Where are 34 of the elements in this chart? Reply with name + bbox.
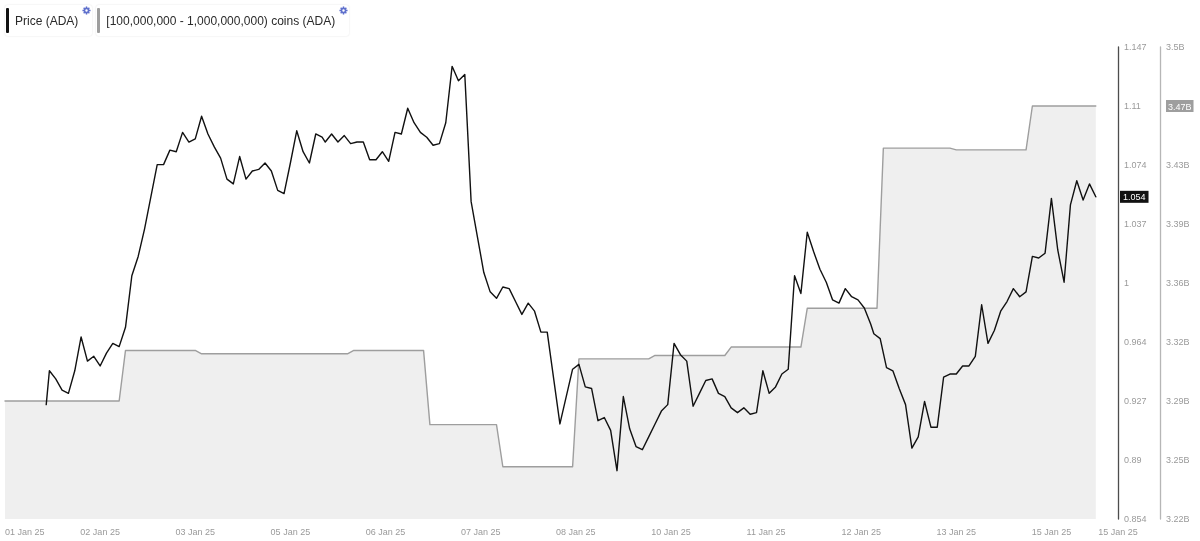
y-tick-label: 0.89 xyxy=(1124,455,1142,466)
y-tick-label: 0.854 xyxy=(1124,514,1147,524)
y-tick-label: 0.927 xyxy=(1124,395,1147,406)
annotation: 1.054 xyxy=(1123,191,1146,202)
x-tick-label: 02 Jan 25 xyxy=(80,526,120,537)
x-tick-label: 13 Jan 25 xyxy=(936,526,977,537)
y2-tick-label: 3.32B xyxy=(1166,337,1190,347)
x-tick-label: 07 Jan 25 xyxy=(460,526,501,537)
x-tick-label: 03 Jan 25 xyxy=(175,526,216,537)
y2-tick-label: 3.29B xyxy=(1166,396,1190,406)
y-tick-label: 1.037 xyxy=(1124,219,1147,230)
legend-label: [100,000,000 - 1,000,000,000) coins (ADA) xyxy=(106,13,336,28)
y-tick-label: 1.147 xyxy=(1124,42,1147,52)
y2-tick-label: 3.47B xyxy=(1168,101,1192,112)
x-tick-label: 15 Jan 25 xyxy=(1031,526,1072,537)
y-tick-label: 1.074 xyxy=(1124,159,1147,170)
y2-tick-label: 3.39B xyxy=(1166,219,1190,229)
y2-tick-label: 3.36B xyxy=(1166,278,1190,288)
y-tick-label: 1 xyxy=(1124,278,1130,288)
x-tick-label: 15 Jan 25 xyxy=(1098,526,1138,537)
y-tick-label: 0.964 xyxy=(1124,336,1147,347)
x-tick-label: 11 Jan 25 xyxy=(746,526,786,537)
x-tick-label: 12 Jan 25 xyxy=(841,526,881,537)
x-tick-label: 01 Jan 25 xyxy=(5,526,45,537)
y-tick-label: 1.11 xyxy=(1124,100,1141,111)
y2-tick-label: 3.22B xyxy=(1166,514,1190,524)
x-tick-label: 10 Jan 25 xyxy=(651,526,691,537)
x-tick-label: 05 Jan 25 xyxy=(270,526,311,537)
y2-tick-label: 3.25B xyxy=(1166,455,1190,465)
x-tick-label: 08 Jan 25 xyxy=(556,526,596,537)
y2-tick-label: 3.43B xyxy=(1166,160,1190,170)
x-tick-label: 06 Jan 25 xyxy=(365,526,406,537)
y2-tick-label: 3.5B xyxy=(1166,42,1185,52)
legend-label: Price (ADA) xyxy=(15,13,79,28)
